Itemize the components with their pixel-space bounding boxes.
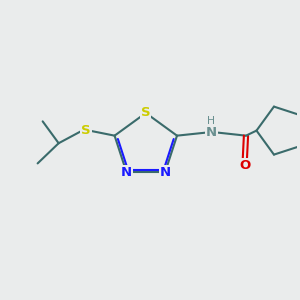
Text: H: H: [208, 116, 215, 125]
Text: N: N: [121, 166, 132, 179]
Text: S: S: [141, 106, 151, 119]
Text: O: O: [239, 159, 250, 172]
Text: N: N: [160, 166, 171, 179]
Text: N: N: [206, 126, 217, 139]
Text: S: S: [81, 124, 91, 137]
